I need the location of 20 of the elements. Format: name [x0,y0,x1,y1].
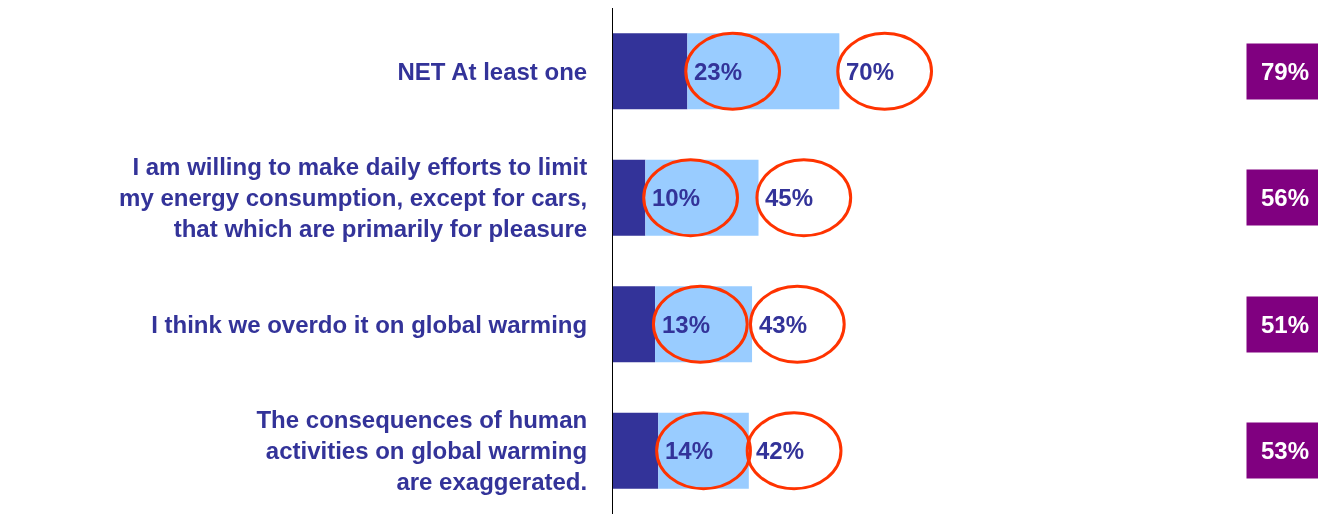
data-label: 10% [652,184,701,211]
y-tick-label: I think we overdo it on global warming [151,310,588,338]
data-label: 23% [694,58,743,85]
bar [613,286,656,363]
text: 56% [1261,184,1310,211]
text: 51% [1261,311,1310,338]
total-label: 43% [759,311,808,338]
total-label: 70% [846,58,895,85]
y-tick-label: I am willing to make daily efforts to limit my energy consumption, except for cars, that which are primarily for pleasure [119,152,588,243]
bar [613,159,646,236]
bar [613,412,659,489]
bar [613,33,688,110]
total-label: 42% [756,437,805,464]
data-label: 14% [665,437,714,464]
text: 53% [1261,437,1310,464]
data-label: 13% [662,311,711,338]
total-label: 45% [765,184,814,211]
y-tick-label: The consequences of human activities on global warming are exaggerated. [256,405,588,496]
y-tick-label: NET At least one [397,57,588,85]
text: 79% [1261,58,1310,85]
